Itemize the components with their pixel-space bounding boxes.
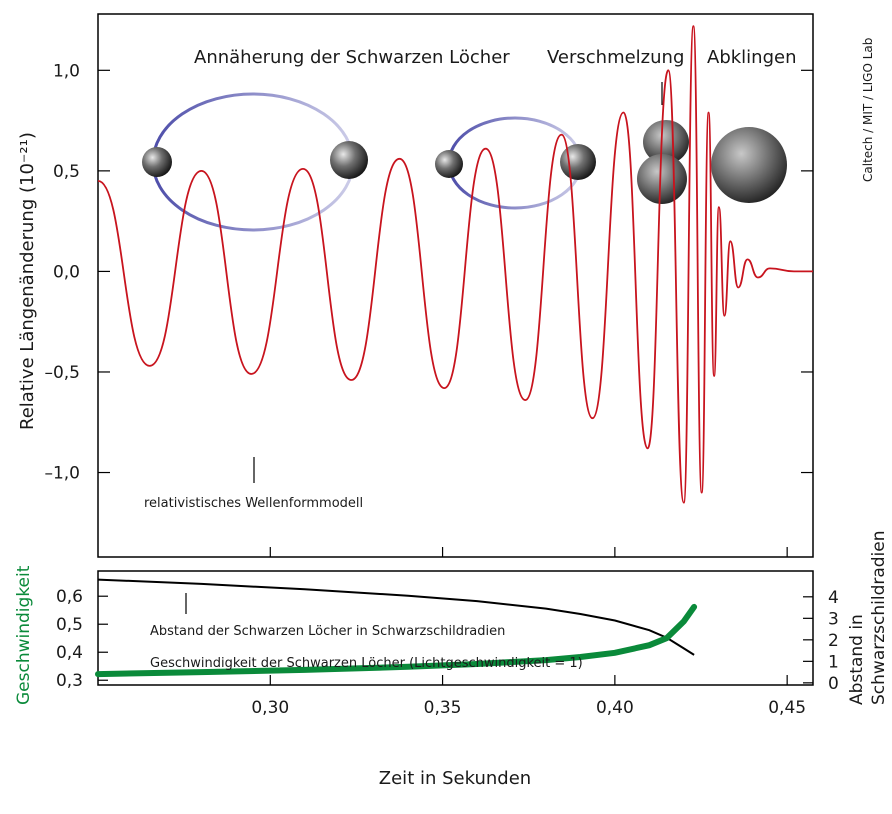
merged-black-hole-lobe-1: [643, 120, 689, 164]
x-axis-label: Zeit in Sekunden: [379, 768, 531, 789]
black-hole-small-wide: [142, 147, 172, 177]
black-hole-large-close: [560, 144, 596, 180]
waveform-panel-frame: [97, 13, 814, 558]
waveform-y-tick-label: –0,5: [44, 363, 80, 383]
waveform-y-tick-label: 0,0: [53, 262, 80, 282]
x-tick-label: 0,45: [768, 698, 806, 718]
waveform-line: [97, 25, 813, 504]
waveform-annotation: relativistisches Wellenformmodell: [144, 496, 363, 511]
distance-line: [97, 578, 695, 656]
speed-line: [95, 603, 698, 678]
black-hole-large-wide: [330, 141, 368, 179]
x-tick-label: 0,30: [251, 698, 289, 718]
ringdown-black-hole: [711, 127, 787, 203]
distance-tick-label: 1: [828, 652, 839, 672]
phase-label-merger: Verschmelzung: [547, 47, 684, 68]
distance-tick-label: 4: [828, 588, 839, 608]
inspiral-illustration-close: [435, 116, 596, 210]
phase-label-ringdown: Abklingen: [707, 47, 796, 68]
credit-text: Caltech / MIT / LIGO Lab: [861, 38, 875, 182]
speed-tick-label: 0,5: [56, 615, 83, 635]
distance-tick-label: 2: [828, 631, 839, 651]
speed-tick-label: 0,3: [56, 671, 83, 691]
waveform-y-tick-label: 0,5: [53, 162, 80, 182]
waveform-y-axis-label: Relative Längenänderung (10⁻²¹): [17, 132, 38, 430]
speed-tick-label: 0,6: [56, 587, 83, 607]
distance-tick-label: 3: [828, 609, 839, 629]
speed-tick-label: 0,4: [56, 643, 83, 663]
distance-axis-label-line2: Schwarzschildradien: [869, 530, 889, 705]
dynamics-panel-frame: [97, 570, 814, 686]
black-hole-small-close: [435, 150, 463, 178]
waveform-y-ticks: 1,0 0,5 0,0 –0,5 –1,0: [44, 61, 813, 484]
distance-axis-label-line1: Abstand in: [847, 614, 867, 705]
speed-series-label: Geschwindigkeit der Schwarzen Löcher (Li…: [150, 656, 583, 671]
inspiral-illustration-wide: [142, 92, 368, 232]
merged-black-hole-lobe-2: [637, 154, 687, 204]
phase-label-inspiral: Annäherung der Schwarzen Löcher: [194, 47, 510, 68]
orbit-wide: [151, 92, 355, 232]
waveform-y-tick-label: –1,0: [44, 464, 80, 484]
speed-axis-label: Geschwindigkeit: [14, 565, 34, 705]
distance-series-label: Abstand der Schwarzen Löcher in Schwarzs…: [150, 624, 505, 639]
x-tick-label: 0,40: [596, 698, 634, 718]
distance-tick-label: 0: [828, 674, 839, 694]
waveform-y-tick-label: 1,0: [53, 61, 80, 81]
x-tick-label: 0,35: [424, 698, 462, 718]
